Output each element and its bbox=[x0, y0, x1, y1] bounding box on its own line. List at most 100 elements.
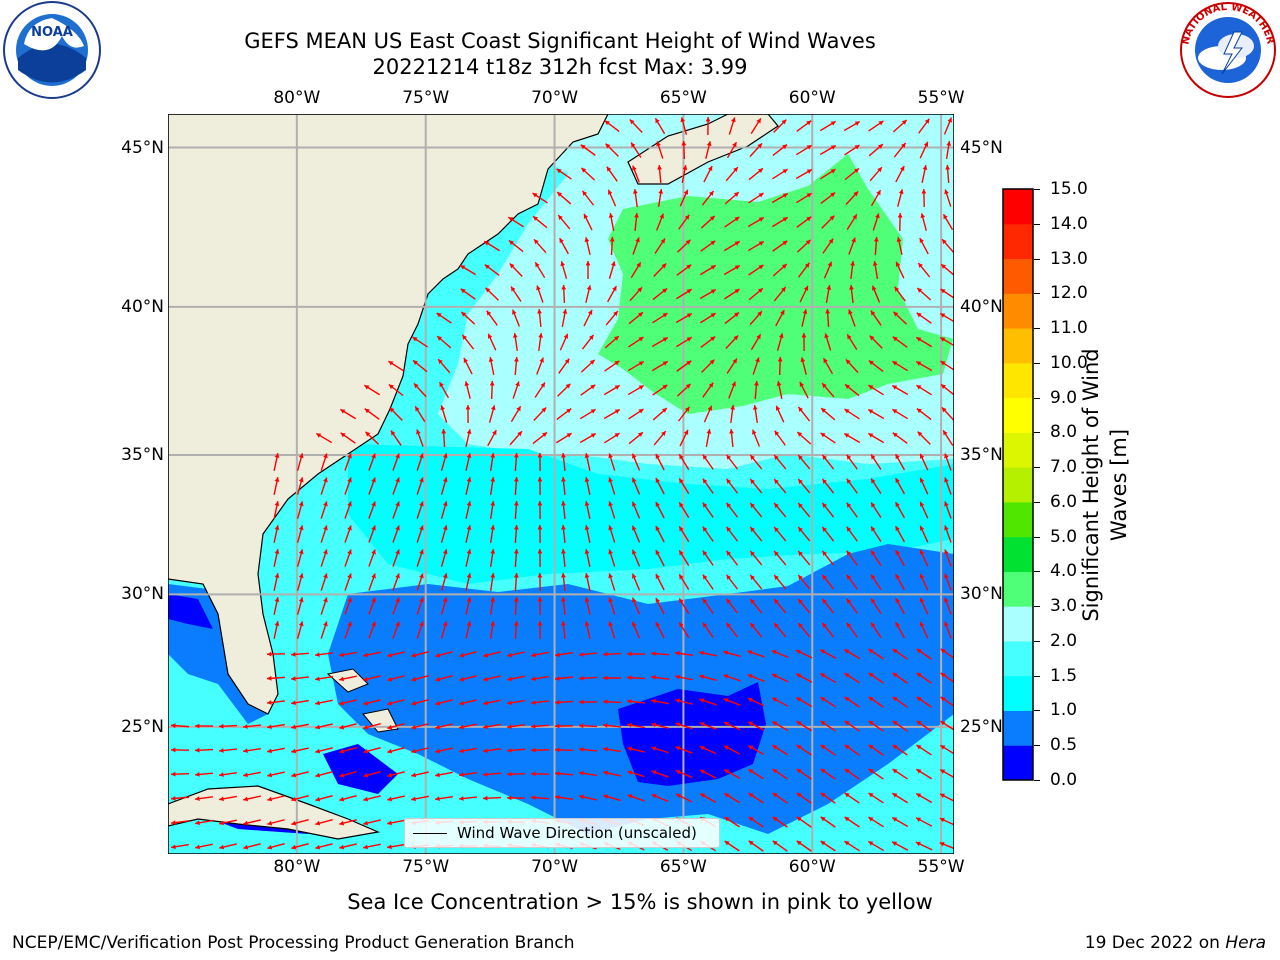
colorbar-tick: 13.0 bbox=[1050, 248, 1088, 269]
wave-direction-arrow bbox=[656, 213, 664, 231]
wave-direction-arrow bbox=[678, 501, 690, 519]
wave-direction-arrow bbox=[465, 453, 472, 471]
map-subtitle: 20221214 t18z 312h fcst Max: 3.99 bbox=[372, 55, 748, 79]
wave-direction-arrow bbox=[561, 596, 566, 616]
wave-direction-arrow bbox=[634, 212, 639, 232]
wave-direction-arrow bbox=[796, 744, 812, 756]
nws-logo: NATIONAL WEATHER SERVICE bbox=[1176, 0, 1276, 98]
colorbar-tick: 12.0 bbox=[1050, 283, 1088, 304]
wave-direction-arrow bbox=[676, 383, 692, 397]
wave-direction-arrow bbox=[749, 550, 763, 566]
wave-direction-arrow bbox=[800, 357, 807, 375]
wave-direction-arrow bbox=[651, 722, 669, 729]
wave-direction-arrow bbox=[868, 384, 884, 396]
wave-direction-arrow bbox=[897, 212, 903, 232]
wave-direction-arrow bbox=[392, 501, 400, 519]
wave-direction-arrow bbox=[725, 166, 739, 182]
colorbar-tick: 4.0 bbox=[1050, 561, 1078, 582]
wave-direction-arrow bbox=[583, 213, 593, 231]
wave-direction-arrow bbox=[915, 792, 933, 804]
wave-direction-arrow bbox=[868, 143, 884, 157]
colorbar-segment bbox=[1003, 362, 1033, 399]
wave-direction-arrow bbox=[608, 453, 616, 471]
colorbar-label-line2: Waves [m] bbox=[1107, 428, 1131, 542]
wave-direction-arrow bbox=[339, 747, 357, 754]
wave-direction-arrow bbox=[775, 309, 785, 327]
wave-direction-arrow bbox=[870, 454, 882, 470]
wave-direction-arrow bbox=[537, 620, 543, 640]
wave-direction-arrow bbox=[339, 795, 357, 802]
wave-direction-arrow bbox=[344, 621, 352, 639]
wave-direction-arrow bbox=[819, 120, 837, 132]
wave-direction-arrow bbox=[273, 453, 280, 471]
wave-direction-arrow bbox=[631, 477, 641, 495]
wave-direction-arrow bbox=[651, 746, 669, 754]
wave-direction-arrow bbox=[702, 598, 714, 614]
wave-direction-arrow bbox=[846, 622, 858, 638]
wave-direction-arrow bbox=[320, 549, 328, 567]
wave-direction-arrow bbox=[655, 597, 665, 615]
wave-direction-arrow bbox=[388, 383, 404, 397]
wave-direction-arrow bbox=[940, 696, 954, 707]
wave-direction-arrow bbox=[291, 771, 309, 778]
wave-direction-arrow bbox=[772, 263, 788, 277]
wave-direction-arrow bbox=[655, 501, 665, 519]
wave-direction-arrow bbox=[845, 190, 859, 206]
wave-direction-arrow bbox=[554, 699, 574, 705]
wave-direction-arrow bbox=[675, 312, 693, 324]
wave-direction-arrow bbox=[675, 746, 693, 754]
wave-direction-arrow bbox=[368, 453, 376, 471]
wave-direction-arrow bbox=[608, 477, 616, 495]
wave-direction-arrow bbox=[820, 168, 836, 180]
wave-direction-arrow bbox=[605, 310, 619, 326]
wave-direction-arrow bbox=[681, 165, 688, 183]
wave-direction-arrow bbox=[797, 622, 811, 638]
wave-direction-arrow bbox=[344, 573, 352, 591]
wave-direction-arrow bbox=[630, 142, 642, 158]
wave-direction-arrow bbox=[893, 142, 907, 158]
wave-direction-arrow bbox=[773, 286, 787, 302]
wave-direction-arrow bbox=[940, 383, 954, 396]
wave-direction-arrow bbox=[218, 723, 238, 729]
wave-direction-arrow bbox=[627, 794, 645, 802]
colorbar-tick: 9.0 bbox=[1050, 387, 1078, 408]
colorbar-tick-mark bbox=[1034, 362, 1040, 364]
colorbar-segment bbox=[1003, 745, 1033, 781]
wave-direction-arrow bbox=[464, 381, 471, 399]
wave-direction-arrow bbox=[892, 720, 908, 732]
wave-direction-arrow bbox=[273, 621, 280, 639]
wave-direction-arrow bbox=[750, 117, 762, 135]
wave-direction-arrow bbox=[602, 675, 622, 681]
wave-direction-arrow bbox=[633, 188, 638, 208]
wave-direction-arrow bbox=[296, 501, 304, 519]
wave-direction-arrow bbox=[700, 336, 716, 348]
wave-direction-arrow bbox=[218, 772, 238, 778]
wave-direction-arrow bbox=[414, 405, 426, 423]
wave-direction-arrow bbox=[725, 334, 739, 350]
wave-direction-arrow bbox=[413, 382, 427, 398]
wave-direction-arrow bbox=[820, 720, 836, 732]
wave-direction-arrow bbox=[724, 840, 740, 852]
wave-direction-arrow bbox=[387, 843, 405, 850]
wave-direction-arrow bbox=[603, 408, 621, 420]
wave-direction-arrow bbox=[411, 651, 429, 658]
wave-direction-arrow bbox=[218, 748, 238, 753]
wave-direction-arrow bbox=[651, 698, 669, 705]
lon-tick-top: 75°W bbox=[402, 88, 450, 108]
producer-credit: NCEP/EMC/Verification Post Processing Pr… bbox=[12, 933, 575, 953]
colorbar-tick-mark bbox=[1034, 501, 1040, 503]
wave-direction-arrow bbox=[846, 574, 858, 590]
wave-direction-arrow bbox=[267, 795, 285, 802]
wave-direction-arrow bbox=[532, 215, 548, 229]
wave-direction-arrow bbox=[416, 429, 424, 447]
wave-direction-arrow bbox=[799, 381, 809, 399]
wave-direction-arrow bbox=[513, 548, 519, 568]
wave-direction-arrow bbox=[388, 360, 404, 372]
wave-direction-arrow bbox=[578, 699, 598, 705]
wave-direction-arrow bbox=[844, 720, 860, 732]
wave-direction-arrow bbox=[655, 453, 665, 471]
wave-direction-arrow bbox=[822, 238, 834, 254]
wave-direction-arrow bbox=[725, 478, 739, 494]
wave-direction-arrow bbox=[772, 792, 788, 804]
wave-direction-arrow bbox=[679, 189, 689, 207]
